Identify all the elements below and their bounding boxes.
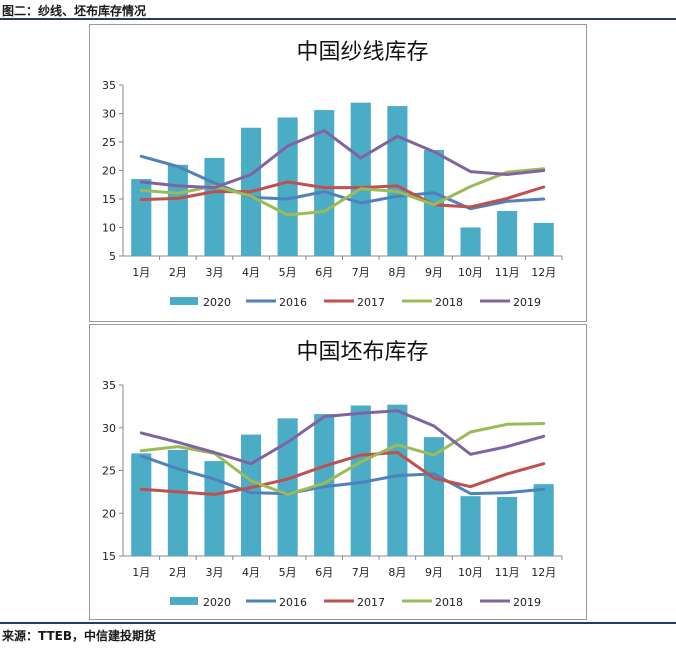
x-tick-label: 4月 — [242, 566, 260, 579]
x-tick-label: 7月 — [352, 266, 370, 279]
legend-swatch-2020 — [170, 297, 198, 305]
legend-label-2017: 2017 — [357, 596, 385, 609]
bar-2020 — [460, 496, 481, 556]
legend-swatch-2020 — [170, 597, 198, 605]
legend-label-2020: 2020 — [203, 296, 231, 309]
y-tick-label: 20 — [102, 165, 116, 178]
x-tick-label: 2月 — [169, 566, 187, 579]
bar-2020 — [314, 110, 335, 256]
x-tick-label: 10月 — [458, 266, 483, 279]
x-tick-label: 6月 — [315, 566, 333, 579]
source-note: 来源：TTEB，中信建投期货 — [2, 629, 156, 643]
bar-2020 — [277, 418, 298, 556]
x-tick-label: 6月 — [315, 266, 333, 279]
bar-2020 — [350, 405, 371, 556]
series-line-2017 — [139, 180, 546, 209]
chart-panel-yarn: 中国纱线库存 5 10 15 20 25 30 35 1月 2月 3月 4月 5月 6月 7月 8月 9月 10月… — [89, 24, 587, 322]
legend-label-2016: 2016 — [279, 296, 307, 309]
y-tick-label: 15 — [102, 193, 116, 206]
figure-caption: 图二：纱线、坯布库存情况 — [2, 4, 147, 18]
x-tick-label: 12月 — [531, 266, 556, 279]
x-tick-label: 12月 — [531, 566, 556, 579]
bar-2020 — [204, 461, 225, 556]
bar-2020 — [533, 484, 554, 556]
y-tick-label: 30 — [102, 422, 116, 435]
bar-2020 — [167, 449, 188, 556]
series-line-2019 — [139, 129, 546, 190]
yarn-inventory-chart: 中国纱线库存 5 10 15 20 25 30 35 1月 2月 3月 4月 5月 6月 7月 8月 9月 10月… — [102, 40, 563, 309]
page-header: 图二：纱线、坯布库存情况 — [0, 0, 676, 22]
y-tick-label: 10 — [102, 222, 116, 235]
x-tick-label: 4月 — [242, 266, 260, 279]
bar-2020 — [204, 157, 225, 256]
x-tick-label: 11月 — [495, 266, 520, 279]
bar-2020 — [423, 437, 445, 556]
bar-2020 — [460, 227, 481, 256]
legend-label-2017: 2017 — [357, 296, 385, 309]
series-line-2017 — [139, 451, 546, 496]
chart-title: 中国坯布库存 — [296, 340, 428, 365]
legend-label-2019: 2019 — [513, 296, 541, 309]
legend-label-2020: 2020 — [203, 596, 231, 609]
x-tick-label: 10月 — [458, 566, 483, 579]
bar-2020 — [131, 453, 152, 556]
y-tick-label: 15 — [102, 550, 116, 563]
bar-2020 — [240, 434, 262, 556]
x-tick-label: 1月 — [132, 266, 150, 279]
x-tick-label: 2月 — [169, 266, 187, 279]
y-tick-label: 20 — [102, 507, 116, 520]
chart-title: 中国纱线库存 — [296, 40, 428, 65]
bar-2020 — [167, 164, 188, 256]
y-tick-label: 25 — [102, 136, 116, 149]
x-tick-label: 9月 — [425, 566, 443, 579]
footer-divider — [0, 622, 676, 624]
legend-label-2019: 2019 — [513, 596, 541, 609]
bar-2020 — [350, 102, 371, 256]
legend-label-2018: 2018 — [435, 596, 463, 609]
y-tick-label: 5 — [109, 250, 116, 263]
y-tick-label: 30 — [102, 108, 116, 121]
header-divider — [0, 18, 676, 20]
series-line-2016 — [139, 454, 546, 496]
legend-label-2016: 2016 — [279, 596, 307, 609]
x-tick-label: 7月 — [352, 566, 370, 579]
x-tick-label: 8月 — [388, 266, 406, 279]
legend-label-2018: 2018 — [435, 296, 463, 309]
bar-2020 — [387, 404, 408, 556]
x-tick-label: 1月 — [132, 566, 150, 579]
bar-2020 — [533, 222, 554, 256]
bar-2020 — [423, 149, 445, 256]
x-tick-label: 9月 — [425, 266, 443, 279]
series-line-2019 — [139, 409, 546, 466]
x-tick-label: 3月 — [205, 266, 223, 279]
bar-2020 — [387, 106, 408, 256]
y-tick-label: 25 — [102, 465, 116, 478]
bar-2020 — [497, 497, 518, 556]
chart-panel-greige: 中国坯布库存 15 20 25 30 35 1月 2月 3月 4月 5月 6月 7月 8月 9月 10月 11月… — [89, 324, 587, 620]
x-tick-label: 5月 — [279, 566, 297, 579]
x-tick-label: 5月 — [279, 266, 297, 279]
greige-cloth-inventory-chart: 中国坯布库存 15 20 25 30 35 1月 2月 3月 4月 5月 6月 7月 8月 9月 10月 11月… — [102, 340, 563, 609]
y-tick-label: 35 — [102, 379, 116, 392]
bar-2020 — [497, 210, 518, 256]
x-tick-label: 3月 — [205, 566, 223, 579]
bar-2020 — [314, 414, 335, 556]
x-tick-label: 11月 — [495, 566, 520, 579]
x-tick-label: 8月 — [388, 566, 406, 579]
y-tick-label: 35 — [102, 79, 116, 92]
series-line-2016 — [139, 154, 546, 211]
bar-2020 — [277, 117, 298, 257]
